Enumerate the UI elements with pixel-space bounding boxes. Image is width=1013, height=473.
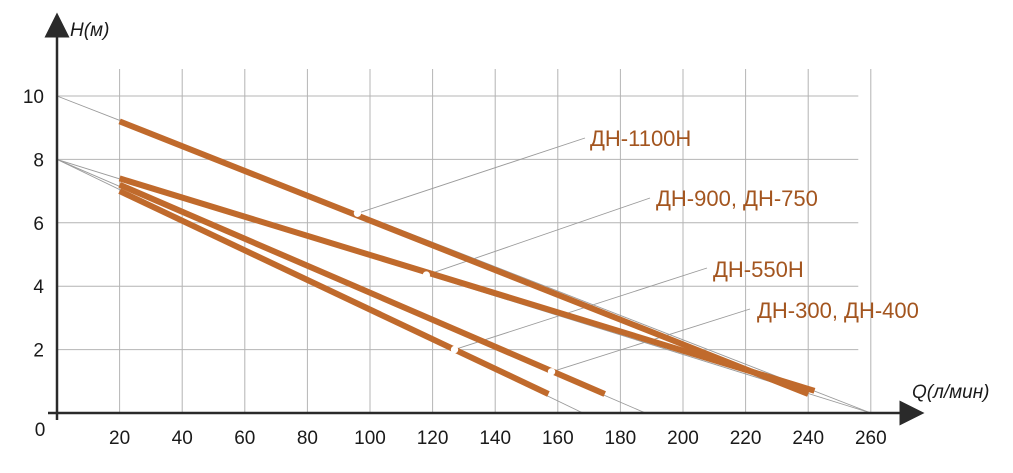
curve-line-0: [118, 118, 810, 397]
grid: [57, 69, 872, 413]
x-tick-label: 60: [234, 428, 255, 449]
y-tick-label: 2: [33, 341, 44, 362]
y-axis-title: H(м): [70, 20, 109, 41]
x-axis-title: Q(л/мин): [912, 382, 989, 403]
x-tick-label: 220: [730, 428, 762, 449]
x-tick-label: 260: [855, 428, 887, 449]
series-labels: ДН-1100Н ДН-900, ДН-750 ДН-550Н ДН-300, ДН-…: [590, 126, 919, 323]
leader-line-0: [357, 137, 586, 214]
origin-label: 0: [35, 420, 46, 441]
curve-markers: [353, 209, 556, 376]
x-tick-label: 140: [479, 428, 511, 449]
curve-marker-0: [353, 209, 362, 217]
series-label-2: ДН-550Н: [713, 257, 804, 282]
series-label-1: ДН-900, ДН-750: [656, 186, 818, 211]
x-tick-label: 120: [417, 428, 449, 449]
leader-line-1: [426, 197, 651, 276]
x-tick-label: 80: [297, 428, 318, 449]
curve-line-1: [118, 175, 816, 394]
leader-lines: [357, 137, 751, 373]
y-tick-label: 8: [33, 150, 44, 171]
tick-labels: 20 40 60 80 100 120 140 160 180 200 220 240 26024681…: [23, 87, 887, 449]
curve-marker-3: [547, 368, 556, 376]
curve-line-3: [118, 182, 606, 397]
leader-line-2: [454, 267, 708, 351]
axes: [44, 12, 925, 426]
curve-line-2: [118, 188, 550, 397]
x-tick-label: 240: [792, 428, 824, 449]
y-tick-label: 10: [23, 87, 44, 108]
y-tick-label: 4: [33, 277, 44, 298]
curve-marker-2: [450, 345, 459, 354]
x-tick-label: 20: [109, 428, 130, 449]
x-tick-label: 200: [667, 428, 699, 449]
curves: [118, 118, 816, 397]
series-label-3: ДН-300, ДН-400: [757, 298, 919, 323]
curve-marker-1: [422, 271, 431, 279]
x-tick-label: 180: [605, 428, 637, 449]
x-tick-label: 100: [354, 428, 386, 449]
x-tick-label: 160: [542, 428, 574, 449]
x-tick-label: 40: [172, 428, 193, 449]
series-label-0: ДН-1100Н: [590, 126, 691, 151]
y-tick-label: 6: [33, 214, 44, 235]
